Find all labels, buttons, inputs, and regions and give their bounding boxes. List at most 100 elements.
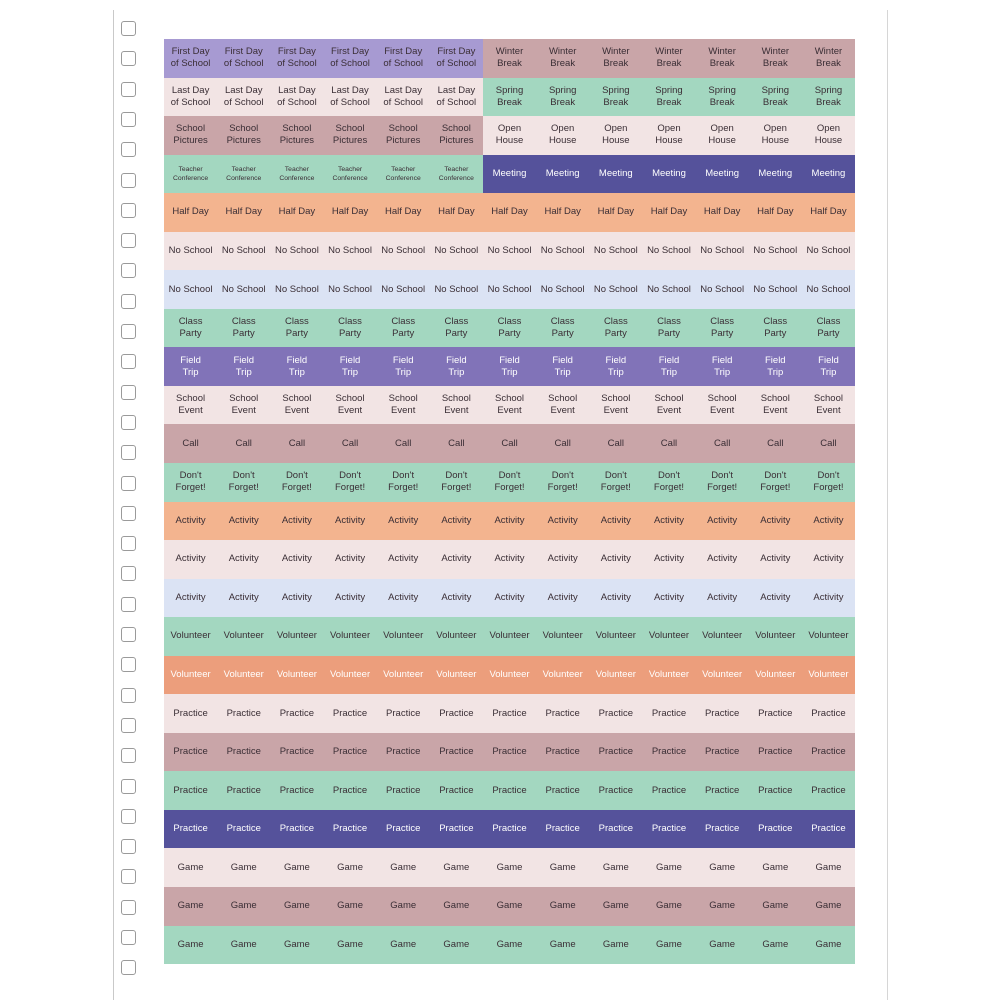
sticker-label: Volunteer [589,617,643,656]
sticker-label: Game [376,848,430,888]
sticker-label: School Event [376,385,430,425]
sticker-label: Practice [217,771,271,810]
sticker-label: Call [323,424,377,464]
sticker-label: Call [589,424,643,464]
sticker-label: First Day of School [429,39,483,78]
sticker-label: No School [376,231,430,271]
sticker-label: Field Trip [429,347,483,386]
sticker-label: Game [801,848,856,888]
sticker-row: Game Game Game Game Game Game Game Game Game Game… [164,887,856,926]
sticker-row: Game Game Game Game Game Game Game Game Game Game… [164,925,856,965]
sticker-label: Practice [695,809,749,849]
sticker-label: Teacher Conference [376,154,430,194]
binding-hole [121,687,136,703]
sticker-row: Practice Practice Practice Practice Practice… [164,809,856,849]
sticker-label: Open House [642,116,696,155]
binding-hole [121,657,136,673]
sticker-label: Don't Forget! [801,463,856,502]
sticker-label: Field Trip [748,347,802,386]
sticker-label: Game [589,925,643,965]
sticker-label: Class Party [164,308,218,348]
sticker-label: Class Party [429,308,483,348]
sticker-label: Volunteer [323,617,377,656]
sticker-label: Volunteer [695,617,749,656]
binding-hole [121,233,136,249]
sticker-label: Field Trip [482,347,537,386]
sticker-label: Practice [801,809,856,849]
sticker-label: Open House [695,116,749,155]
sticker-label: School Pictures [376,116,430,155]
sticker-label: Practice [429,732,483,772]
sticker-label: Field Trip [589,347,643,386]
sticker-label: School Pictures [429,116,483,155]
binding-hole [121,627,136,642]
binding-hole [121,869,136,885]
sticker-label: Activity [217,501,271,541]
sticker-row: Last Day of School Last Day of School Last… [164,77,856,117]
sticker-label: Activity [429,578,483,618]
sticker-label: Volunteer [164,617,218,656]
sticker-label: Game [589,887,643,926]
binding-hole [121,930,136,945]
sticker-label: Practice [748,809,802,849]
sticker-row: No School No School No School No School No S… [164,270,856,309]
sticker-label: Game [270,887,324,926]
sticker-label: Open House [482,116,537,155]
sticker-label: Game [589,848,643,888]
sticker-label: No School [323,231,377,271]
sticker-label: Meeting [536,154,590,194]
sticker-label: No School [164,231,218,271]
sticker-label: Activity [748,501,802,541]
sticker-label: Volunteer [536,617,590,656]
sticker-label: Practice [801,771,856,810]
sticker-label: No School [217,231,271,271]
sticker-label: Winter Break [589,39,643,78]
sticker-label: Practice [323,694,377,733]
sticker-label: Teacher Conference [164,154,218,194]
sticker-label: Activity [270,501,324,541]
sticker-label: Spring Break [589,77,643,117]
sticker-label: Volunteer [270,655,324,695]
sticker-label: Game [482,925,537,965]
sticker-row: School Event School Event School Event Scho… [164,385,856,425]
sticker-label: Teacher Conference [217,154,271,194]
sticker-label: Activity [536,540,590,579]
sticker-label: Meeting [589,154,643,194]
binding-hole [121,354,136,370]
sticker-label: Practice [376,732,430,772]
sticker-label: School Event [695,385,749,425]
sticker-label: Open House [748,116,802,155]
sticker-label: No School [376,270,430,309]
sticker-label: Field Trip [164,347,218,386]
sticker-label: No School [270,231,324,271]
sticker-label: Activity [482,578,537,618]
sticker-label: No School [589,270,643,309]
sticker-label: Game [695,925,749,965]
binding-hole [121,293,136,309]
sticker-label: Practice [536,732,590,772]
sticker-label: Activity [589,578,643,618]
sticker-label: Game [536,848,590,888]
sticker-row: Don't Forget! Don't Forget! Don't Forget! D… [164,463,856,502]
sticker-label: Volunteer [482,655,537,695]
sticker-label: Practice [429,694,483,733]
sticker-label: School Event [429,385,483,425]
sticker-label: No School [536,231,590,271]
sticker-label: Teacher Conference [270,154,324,194]
sticker-label: No School [589,231,643,271]
sticker-label: Activity [164,501,218,541]
binding-hole [121,596,136,612]
sticker-label: Activity [376,540,430,579]
sticker-label: Practice [642,732,696,772]
sticker-label: Field Trip [801,347,856,386]
binding-hole [121,808,136,824]
sticker-label: Activity [589,540,643,579]
sticker-label: School Event [164,385,218,425]
sticker-row: No School No School No School No School No S… [164,231,856,271]
sticker-label: Activity [376,578,430,618]
sticker-label: Half Day [589,193,643,232]
sticker-label: Half Day [217,193,271,232]
sticker-label: Activity [536,501,590,541]
sticker-label: Activity [217,540,271,579]
sticker-label: Game [217,887,271,926]
